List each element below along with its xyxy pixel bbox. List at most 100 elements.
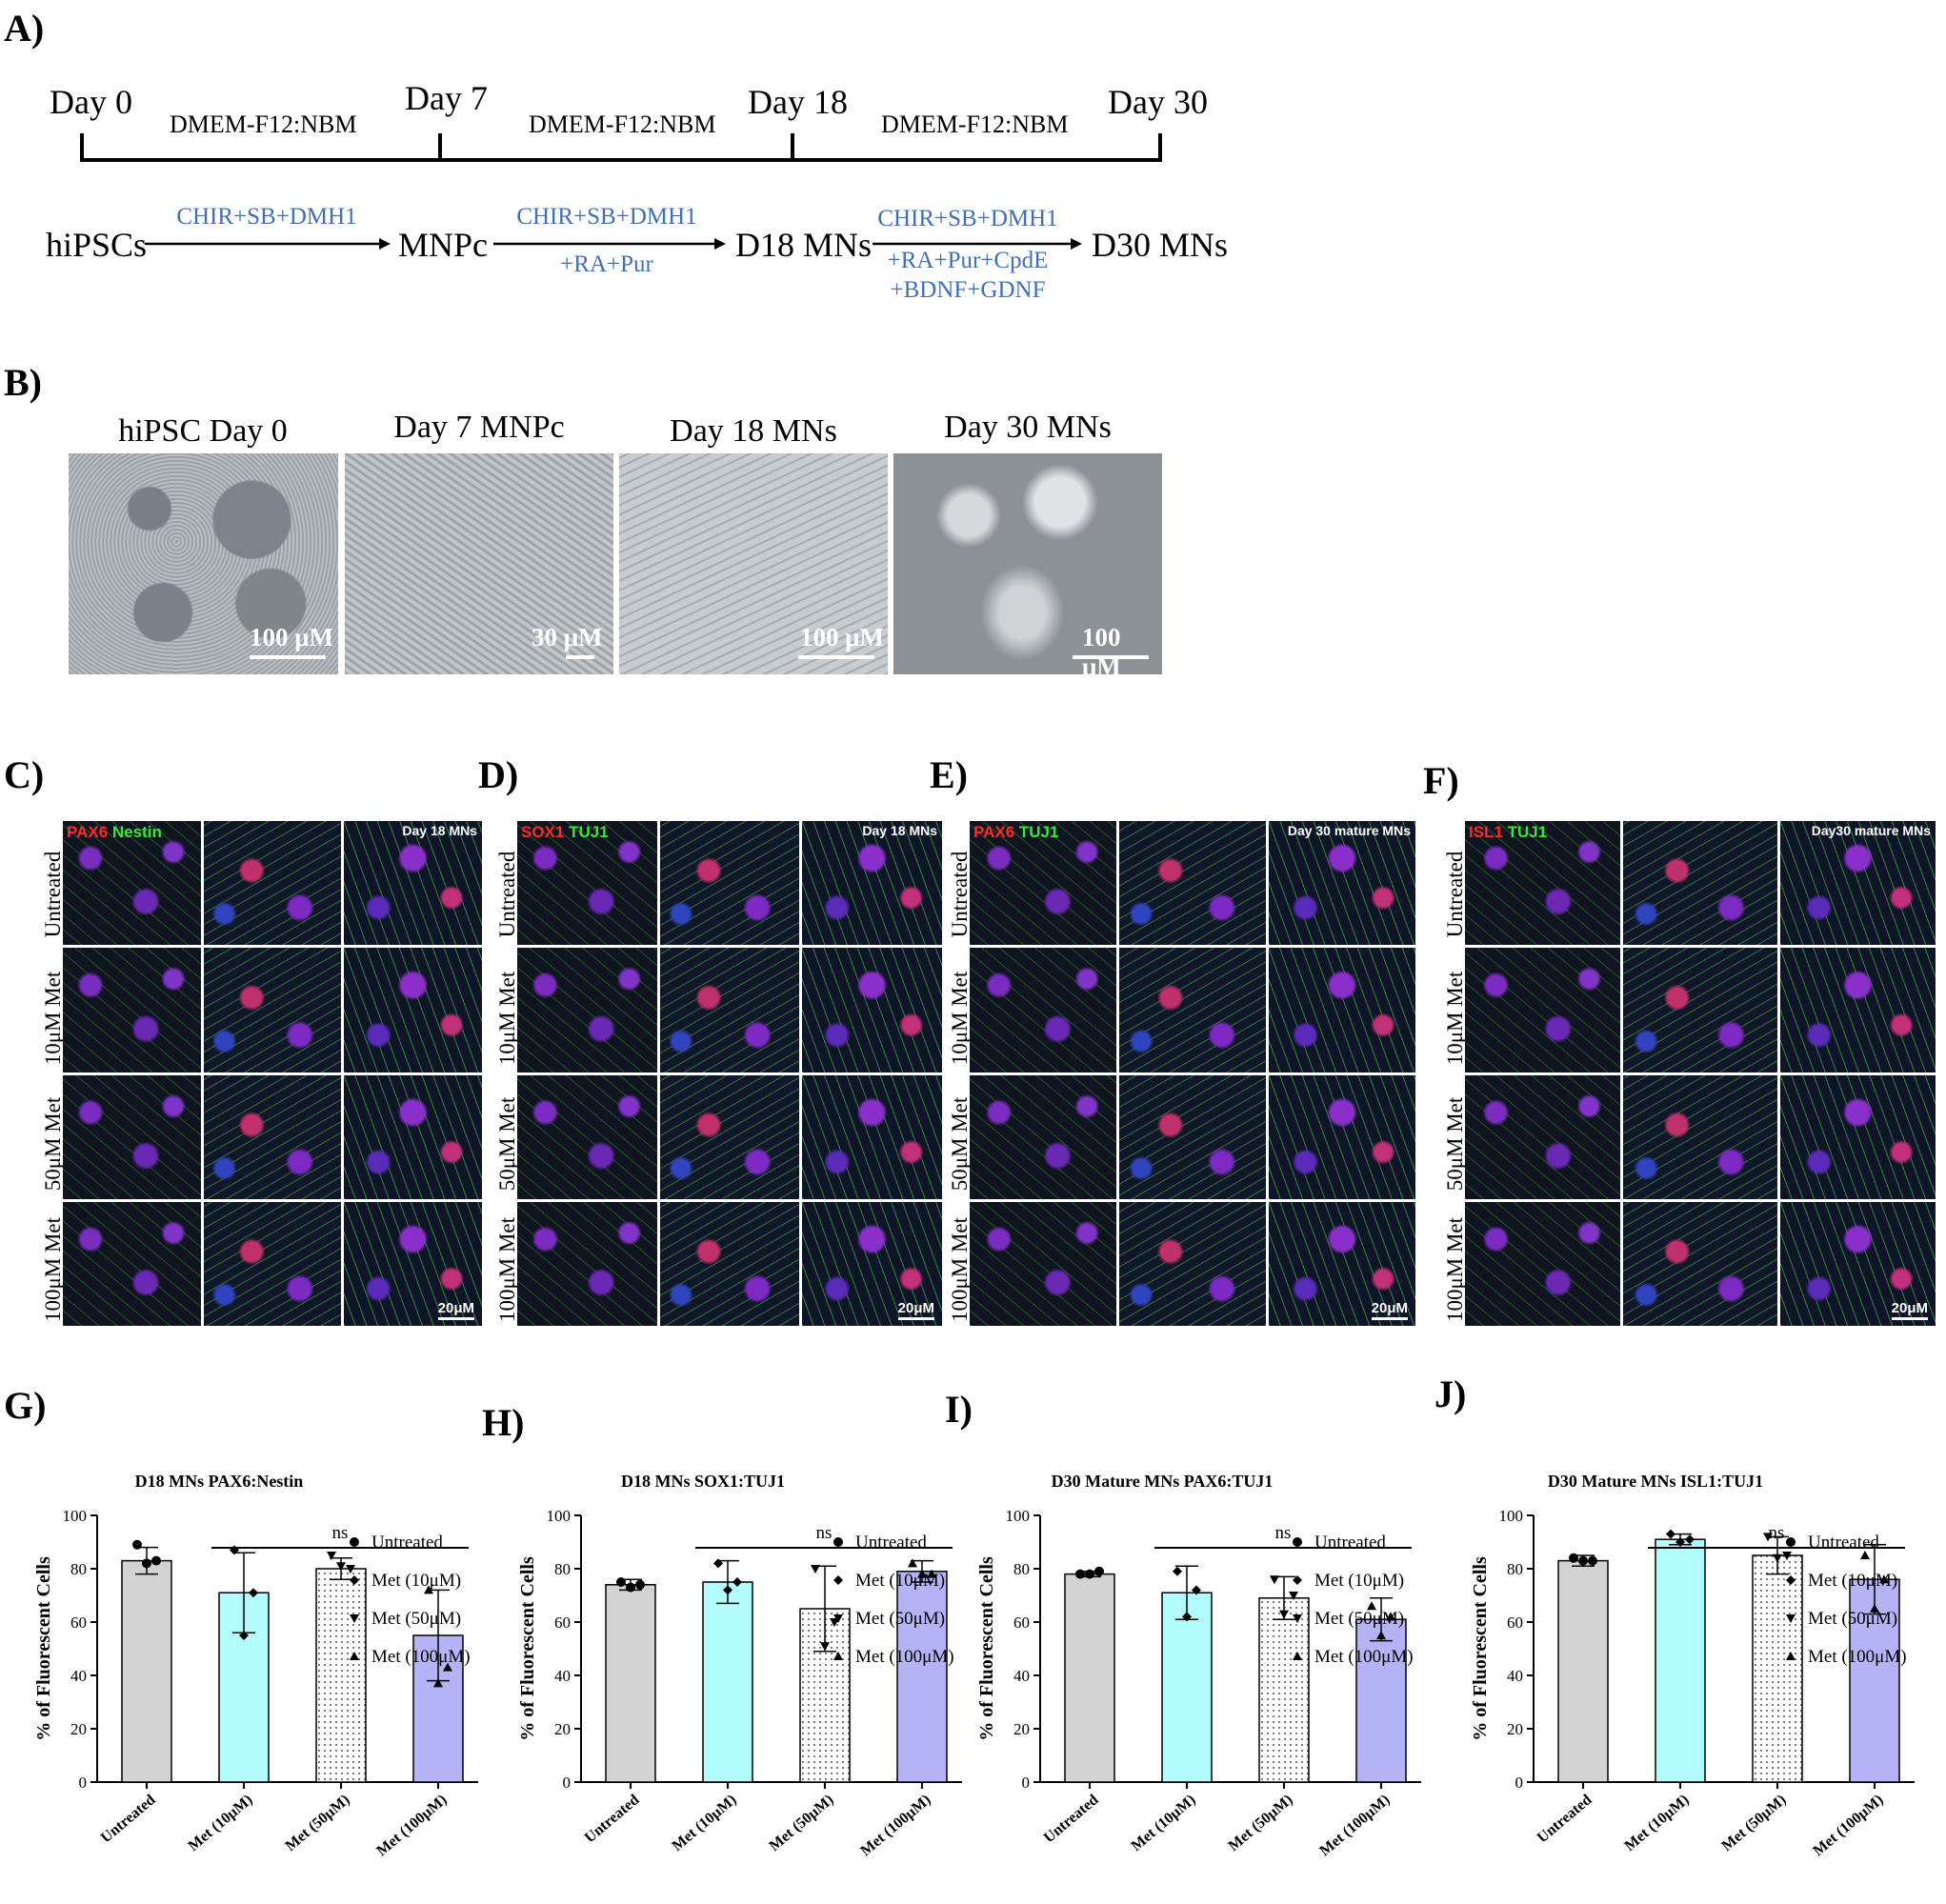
bar — [1258, 1597, 1310, 1783]
scale-bar-label: 100 μM — [1082, 623, 1121, 674]
legend-label: Met (50μM) — [1808, 1609, 1897, 1629]
x-tick-label: Untreated — [1041, 1792, 1102, 1846]
fluorescence-image: ISL1 TUJ1 — [1465, 821, 1620, 946]
stage-d18-mns: D18 MNs — [735, 226, 873, 264]
scale-bar-label: 100 μM — [250, 623, 334, 651]
fluorescence-image — [1119, 1201, 1266, 1326]
fluorescence-image: 20μM — [344, 1201, 482, 1326]
y-tick-label: 100 — [547, 1507, 572, 1525]
y-tick-label: 100 — [1499, 1507, 1524, 1525]
brightfield-title-2: Day 18 MNs — [670, 413, 837, 449]
data-point — [1376, 1631, 1386, 1639]
data-point — [1870, 1604, 1879, 1613]
scale-bar-label: 20μM — [1891, 1300, 1928, 1316]
panel-label-d: D) — [478, 753, 519, 796]
immuno-grid-d: SOX1 TUJ1 Day 18 MNs 20μM — [517, 821, 942, 1326]
legend-label: Untreated — [371, 1533, 443, 1553]
fluorescence-image — [1465, 1074, 1620, 1199]
fluorescence-image — [1269, 948, 1415, 1072]
data-point — [443, 1662, 452, 1672]
fluorescence-image — [63, 1201, 201, 1326]
panel-label-b: B) — [4, 361, 42, 404]
fluorescence-image — [344, 948, 482, 1072]
data-point — [151, 1555, 161, 1566]
panel-label-g: G) — [4, 1384, 47, 1427]
y-tick-label: 20 — [1013, 1720, 1030, 1738]
bar — [1355, 1618, 1407, 1783]
stage-label: Day 30 mature MNs — [1287, 823, 1411, 838]
brightfield-title-3: Day 30 MNs — [944, 410, 1112, 445]
significance-label: ns — [1769, 1523, 1785, 1543]
scale-bar-label: 100 μM — [800, 623, 885, 651]
legend-marker — [1293, 1614, 1302, 1623]
y-tick-label: 40 — [554, 1667, 571, 1685]
data-point — [1085, 1569, 1094, 1579]
data-point — [142, 1558, 151, 1569]
x-tick-label: Met (10μM) — [1129, 1792, 1199, 1854]
y-tick-label: 20 — [1507, 1720, 1523, 1738]
marker-red-label: PAX6 — [973, 823, 1019, 841]
data-point — [1386, 1612, 1395, 1621]
data-point — [811, 1565, 820, 1573]
fluorescence-image — [802, 948, 942, 1072]
brightfield-image-d30: 100 μM — [893, 453, 1162, 674]
legend-label: Untreated — [1808, 1533, 1879, 1553]
fluorescence-image — [517, 1074, 657, 1199]
legend-marker — [350, 1537, 359, 1547]
legend-marker — [1786, 1652, 1796, 1660]
data-point — [336, 1562, 346, 1572]
data-point — [908, 1558, 917, 1568]
fluorescence-image — [970, 1074, 1116, 1199]
data-point — [239, 1631, 249, 1640]
data-point — [1685, 1534, 1695, 1545]
data-point — [616, 1577, 626, 1587]
y-tick-label: 20 — [554, 1720, 571, 1738]
legend-marker — [833, 1614, 843, 1623]
data-point — [927, 1569, 936, 1578]
data-point — [346, 1565, 355, 1573]
scale-bar: 20μM — [1891, 1300, 1928, 1320]
marker-labels: PAX6 Nestin — [67, 823, 162, 842]
stage-label: Day 18 MNs — [402, 823, 477, 838]
y-tick-label: 100 — [1006, 1507, 1031, 1525]
legend-marker — [350, 1614, 359, 1623]
immuno-grid-c: PAX6 Nestin Day 18 MNs 20μM — [63, 821, 482, 1326]
step2-reagents-top: CHIR+SB+DMH1 — [516, 204, 697, 230]
fluorescence-image: 20μM — [1269, 1201, 1415, 1326]
legend-label: Met (100μM) — [1808, 1647, 1907, 1667]
data-point — [732, 1577, 742, 1587]
bar — [605, 1584, 656, 1783]
fluorescence-image — [1622, 1201, 1778, 1326]
brightfield-image-d18: 100 μM — [619, 453, 888, 674]
y-tick-label: 40 — [1507, 1667, 1523, 1685]
panel-label-j: J) — [1434, 1373, 1467, 1415]
x-tick-label: Untreated — [98, 1792, 159, 1846]
fluorescence-image — [970, 1201, 1116, 1326]
significance-label: ns — [816, 1523, 833, 1543]
fluorescence-image — [203, 821, 342, 946]
y-tick-label: 0 — [79, 1774, 88, 1792]
stage-label: Day 18 MNs — [862, 823, 937, 838]
fluorescence-image — [203, 1201, 342, 1326]
fluorescence-image — [1780, 948, 1936, 1072]
bar — [1655, 1538, 1706, 1783]
marker-green-label: Nestin — [111, 823, 162, 841]
data-point — [424, 1585, 433, 1594]
scale-bar — [566, 655, 594, 659]
panel-label-e: E) — [930, 753, 968, 796]
bar — [121, 1559, 172, 1783]
data-point — [1192, 1585, 1201, 1595]
immuno-grid-f: ISL1 TUJ1 Day30 mature MNs 20μM — [1465, 821, 1936, 1326]
data-point — [1879, 1574, 1889, 1584]
y-axis-label: % of Fluorescent Cells — [517, 1556, 538, 1741]
x-tick-label: Untreated — [1535, 1792, 1595, 1846]
panel-label-c: C) — [4, 753, 45, 796]
x-tick-label: Met (10μM) — [670, 1792, 740, 1854]
chart-title: D30 Mature MNs PAX6:TUJ1 — [1052, 1472, 1274, 1491]
bar-chart-i: D30 Mature MNs PAX6:TUJ1 % of Fluorescent… — [976, 1472, 1421, 1859]
legend-label: Untreated — [1314, 1533, 1386, 1553]
fluorescence-image — [1622, 948, 1778, 1072]
data-point — [327, 1552, 336, 1560]
scale-bar: 20μM — [1371, 1300, 1408, 1320]
bar — [315, 1568, 367, 1783]
